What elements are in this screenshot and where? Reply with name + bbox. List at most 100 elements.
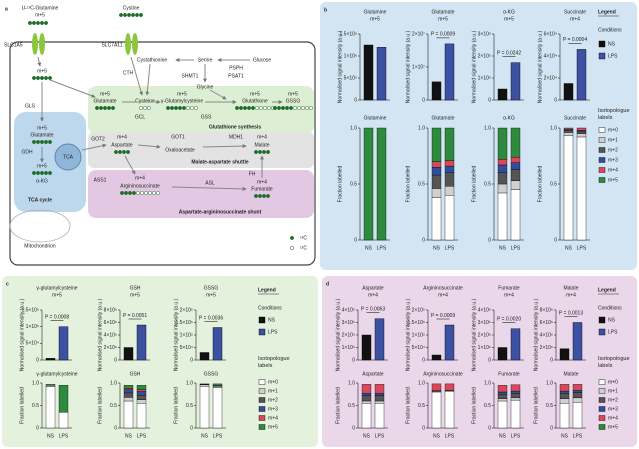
y-tick-label: 4×10⁶ — [540, 332, 553, 338]
legend-swatch — [598, 406, 606, 412]
y-tick-label: 0 — [422, 357, 425, 363]
chart-title: Argininosuccinate — [423, 371, 463, 377]
legend-swatch — [258, 397, 266, 403]
legend-swatch — [598, 415, 606, 421]
chart-subtitle: m+4 — [504, 292, 514, 298]
stacked-segment — [510, 156, 521, 163]
diagram-label: SLC7A11 — [101, 42, 122, 48]
carbon-atom — [254, 194, 258, 198]
chart-title: Glutamine — [364, 9, 387, 15]
bar — [431, 81, 442, 101]
x-tick-label: NS — [433, 433, 441, 439]
bar — [444, 43, 455, 101]
carbon-atom — [123, 13, 127, 17]
bar — [510, 62, 521, 101]
legend-label: m+3 — [608, 406, 618, 412]
y-tick-label: 0 — [352, 357, 355, 363]
stacked-segment — [572, 384, 583, 391]
diagram-label: ASS1 — [94, 177, 107, 183]
carbon-atom — [281, 106, 285, 110]
carbon-atom — [266, 194, 270, 198]
chart-title: γ-glutamylcysteine — [36, 371, 77, 377]
pathway-arrow — [81, 143, 107, 151]
y-axis-label: Normalised signal intensity (a.u.) — [471, 298, 477, 371]
carbon-atom — [305, 106, 309, 110]
carbon-atom — [40, 140, 44, 144]
x-tick-label: LPS — [511, 245, 521, 251]
y-axis-label: Fraction labelled — [405, 387, 411, 424]
x-tick-label: LPS — [445, 433, 455, 439]
stacked-segment — [576, 131, 587, 134]
y-tick-label: 3×10⁶ — [478, 320, 491, 326]
p-value: P = 0.0009 — [431, 313, 455, 319]
y-tick-label: 0 — [422, 237, 425, 243]
carbon-atom — [131, 13, 135, 17]
x-tick-label: NS — [363, 433, 371, 439]
chart-subtitle: m+5 — [370, 16, 380, 22]
legend-section: Isotopologue labels — [258, 356, 290, 369]
pathway-arrow — [49, 79, 96, 98]
y-tick-label: 0.5 — [348, 403, 355, 409]
stacked-segment — [510, 169, 521, 181]
carbon-atom — [124, 191, 128, 195]
stacked-segment — [497, 159, 508, 166]
y-tick-label: 0.5 — [110, 403, 117, 409]
carbon-atom — [44, 171, 48, 175]
diagram-label: Serine — [198, 57, 213, 63]
y-tick-label: 0 — [488, 357, 491, 363]
y-tick-label: 1×10⁵ — [26, 324, 39, 330]
carbon-atom — [118, 150, 122, 154]
y-tick-label: 0 — [550, 357, 553, 363]
legend-swatch — [598, 379, 606, 385]
stacked-segment — [361, 403, 372, 429]
stacked-segment — [572, 397, 583, 403]
diagram-label: m+5 — [37, 163, 47, 169]
stacked-segment — [563, 127, 574, 130]
x-tick-label: NS — [47, 433, 55, 439]
legend-label: m+0 — [268, 379, 278, 385]
diagram-label: γ-Glutamylcysteine — [161, 98, 203, 104]
chart-title: γ-glutamylcysteine — [36, 285, 77, 291]
legend-label: m+0 — [608, 379, 618, 385]
p-value: P = 0.0242 — [497, 50, 521, 56]
legend-swatch — [598, 137, 606, 143]
carbon-atom — [140, 191, 144, 195]
diagram-label: GOT2 — [91, 136, 105, 142]
carbon-atom — [259, 106, 263, 110]
bar — [563, 83, 574, 101]
stacked-segment — [361, 393, 372, 396]
legend-label: NS — [608, 317, 616, 323]
bar — [361, 334, 372, 361]
chart-subtitle: m+5 — [438, 16, 448, 22]
y-tick-label: 0.5 — [546, 403, 553, 409]
x-tick-label: LPS — [577, 245, 587, 251]
chart-title: α-KG — [503, 9, 515, 15]
y-tick-label: 2×10⁶ — [478, 332, 491, 338]
y-tick-label: 2×10⁵ — [412, 307, 425, 313]
x-tick-label: NS — [565, 245, 573, 251]
carbon-atom — [293, 106, 297, 110]
chart-subtitle: m+5 — [130, 292, 140, 298]
glutathione-region — [88, 86, 314, 134]
diagram-label: GLS — [25, 103, 36, 109]
chart-title: Succinate — [564, 115, 586, 121]
y-tick-label: 0 — [114, 425, 117, 431]
bar — [444, 324, 455, 361]
carbon-atom — [32, 21, 36, 25]
stacked-segment — [576, 127, 587, 131]
diagram-label: Glutamate — [30, 132, 53, 138]
carbon-atom — [258, 150, 262, 154]
transporter — [32, 33, 38, 55]
carbon-atom — [182, 106, 186, 110]
diagram-label: ¹²C — [300, 245, 307, 251]
y-axis-label: Normalised signal intensity (a.u.) — [405, 30, 411, 103]
legend-label: m+5 — [608, 424, 618, 430]
carbon-atom — [40, 21, 44, 25]
stacked-segment — [136, 403, 147, 429]
pathway-arrow — [137, 144, 161, 149]
x-tick-label: LPS — [511, 433, 521, 439]
carbon-atom — [44, 76, 48, 80]
legend-swatch — [598, 328, 606, 336]
stacked-segment — [510, 384, 521, 392]
